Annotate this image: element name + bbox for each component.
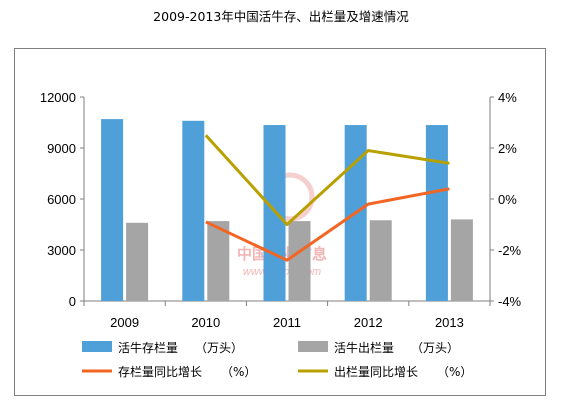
legend-stock-label: 活牛存栏量 [118,340,178,355]
x-tick-label: 2009 [110,315,139,330]
line-stock-growth [205,187,450,262]
legend-stock-growth-label: 存栏量同比增长 [118,364,202,379]
legend-slaughter-growth-label: 出栏量同比增长 [334,364,418,379]
line-slaughter-growth [204,134,450,226]
legend-slaughter-unit: （万头） [411,341,459,355]
x-tick-label: 2011 [273,315,301,330]
left-tick-label: 0 [69,294,76,309]
chart-title: 2009-2013年中国活牛存、出栏量及增速情况 [153,9,409,24]
bar-slaughter [207,221,230,301]
left-tick-label: 9000 [47,141,76,156]
left-tick-label: 3000 [47,243,76,258]
right-tick-label: 4% [498,90,517,105]
legend: 活牛存栏量 （万头） 活牛出栏量 （万头） 存栏量同比增长 （%） 出栏量同比增长 （%） [82,340,472,379]
right-tick-label: 2% [498,141,517,156]
left-tick-label: 12000 [40,90,76,105]
bar-stock [182,120,205,301]
left-tick-label: 6000 [47,192,76,207]
legend-stock-unit: （万头） [195,341,243,355]
legend-stock-swatch [82,341,112,352]
axes: 0 3000 6000 9000 12000 -4% -2% 0% 2% 4% 2009 2010 20… [40,90,522,330]
x-tick-label: 2012 [354,315,383,330]
right-tick-label: -2% [498,243,522,258]
bar-stock [101,119,124,301]
right-tick-label: 0% [498,192,517,207]
bar-slaughter [288,221,311,301]
legend-slaughter-label: 活牛出栏量 [334,340,394,355]
legend-slaughter-growth-unit: （%） [437,365,472,379]
x-tick-label: 2010 [191,315,220,330]
lines [204,134,450,262]
legend-slaughter-swatch [298,341,328,352]
x-tick-label: 2013 [435,315,464,330]
bar-slaughter [450,219,473,301]
right-tick-label: -4% [498,294,522,309]
bar-stock [263,125,286,301]
bar-slaughter [126,222,149,301]
legend-stock-growth-unit: （%） [221,365,256,379]
bar-slaughter [369,220,392,301]
bars [101,119,473,301]
bar-stock [425,125,448,301]
